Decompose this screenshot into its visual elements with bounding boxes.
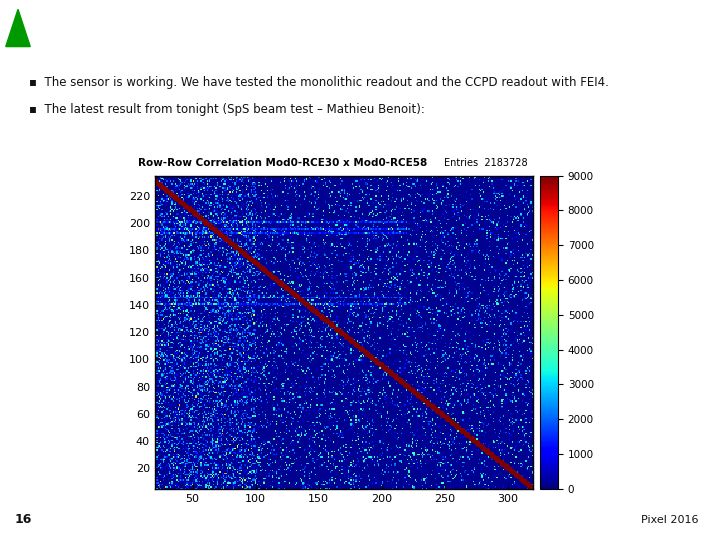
Text: ▪  The latest result from tonight (SpS beam test – Mathieu Benoit):: ▪ The latest result from tonight (SpS be…: [29, 103, 425, 116]
Polygon shape: [6, 9, 30, 46]
Text: ▪  The sensor is working. We have tested the monolithic readout and the CCPD rea: ▪ The sensor is working. We have tested …: [29, 76, 608, 89]
Text: ADL: ADL: [661, 16, 698, 34]
Text: KIT: KIT: [36, 21, 61, 35]
Text: Pixel 2016: Pixel 2016: [641, 515, 698, 525]
Text: Entries  2183728: Entries 2183728: [444, 158, 528, 167]
Text: 16: 16: [14, 513, 32, 526]
Text: Development of Monolithic Sensor for ATLAS: Development of Monolithic Sensor for ATL…: [133, 16, 587, 34]
Text: Row-Row Correlation Mod0-RCE30 x Mod0-RCE58: Row-Row Correlation Mod0-RCE30 x Mod0-RC…: [138, 158, 427, 167]
